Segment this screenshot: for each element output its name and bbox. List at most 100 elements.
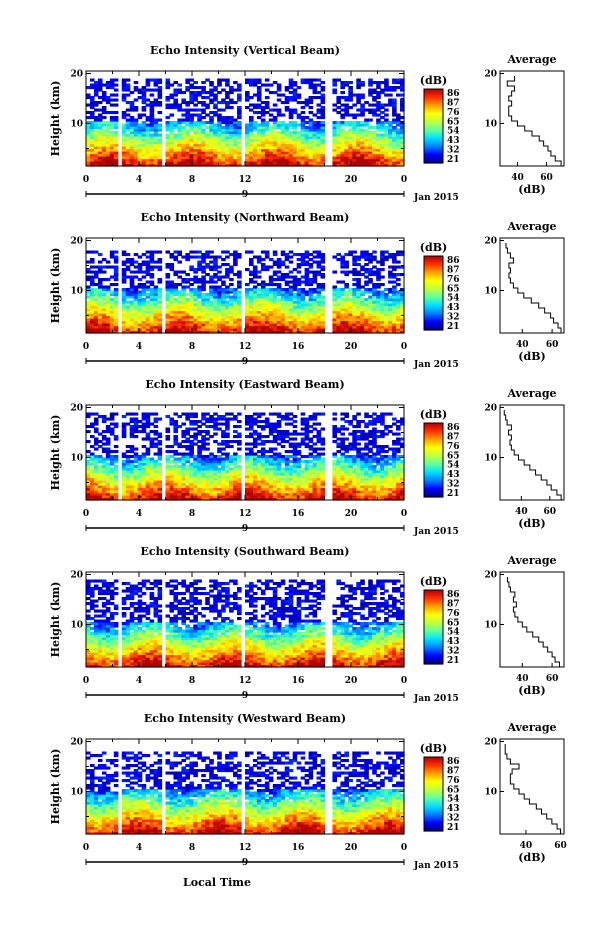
heatmap-cell — [138, 114, 143, 117]
profile-x-label: (dB) — [518, 350, 545, 363]
profile-x-tick-label: 40 — [516, 340, 529, 350]
heatmap-cell — [257, 104, 262, 107]
heatmap-cell — [150, 423, 155, 426]
heatmap-cell — [209, 256, 214, 259]
heatmap-cell — [90, 258, 95, 261]
heatmap-cell — [154, 119, 159, 122]
heatmap-cell — [166, 251, 171, 254]
heatmap-cell — [102, 430, 107, 433]
heatmap-cell — [98, 440, 103, 443]
heatmap-cell — [146, 99, 151, 102]
heatmap-cell — [233, 273, 238, 276]
heatmap-cell — [193, 413, 198, 416]
heatmap-cell — [102, 116, 107, 119]
heatmap-cell — [169, 418, 174, 421]
heatmap-cell — [177, 276, 182, 279]
x-tick-label: 4 — [136, 342, 142, 352]
heatmap-cell — [297, 101, 302, 104]
heatmap-cell — [217, 428, 222, 431]
heatmap-cell — [177, 291, 182, 294]
heatmap-cell — [94, 266, 99, 269]
heatmap-cell — [317, 251, 322, 254]
heatmap-cell — [313, 296, 318, 299]
x-tick-label: 16 — [292, 342, 305, 352]
heatmap-cell — [189, 251, 194, 254]
heatmap-cell — [90, 84, 95, 87]
heatmap-cell — [297, 263, 302, 266]
heatmap-cell — [384, 79, 389, 82]
colorbar-tick-label: 21 — [447, 155, 460, 165]
heatmap-cell — [142, 86, 147, 89]
heatmap-cell — [110, 298, 115, 301]
heatmap-cell — [321, 296, 326, 299]
heatmap-cell — [388, 94, 393, 97]
heatmap-cell — [289, 286, 294, 289]
heatmap-cell — [126, 101, 131, 104]
heatmap-cell — [166, 96, 171, 99]
heatmap-cell — [169, 460, 174, 463]
heatmap-cell — [142, 253, 147, 256]
heatmap-cell — [134, 106, 139, 109]
heatmap-cell — [340, 91, 345, 94]
heatmap-cell — [380, 134, 385, 137]
heatmap-cell — [138, 256, 143, 259]
heatmap-cell — [142, 298, 147, 301]
heatmap-cell — [177, 415, 182, 418]
heatmap-cell — [265, 84, 270, 87]
heatmap-cell — [197, 114, 202, 117]
heatmap-cell — [138, 425, 143, 428]
heatmap-cell — [98, 445, 103, 448]
heatmap-cell — [213, 433, 218, 436]
heatmap-cell — [106, 448, 111, 451]
heatmap-cell — [233, 101, 238, 104]
heatmap-cell — [146, 458, 151, 461]
heatmap-cell — [213, 94, 218, 97]
heatmap-cell — [185, 465, 190, 468]
heatmap-cell — [197, 430, 202, 433]
heatmap-cell — [158, 86, 163, 89]
heatmap-cell — [138, 455, 143, 458]
x-tick-label: 12 — [239, 175, 252, 185]
heatmap-cell — [217, 91, 222, 94]
heatmap-cell — [142, 283, 147, 286]
heatmap-cell — [229, 288, 234, 291]
heatmap-cell — [313, 288, 318, 291]
heatmap-cell — [154, 425, 159, 428]
heatmap-cell — [177, 271, 182, 274]
heatmap-cell — [166, 281, 171, 284]
heatmap-cell — [285, 86, 290, 89]
heatmap-cell — [356, 121, 361, 124]
heatmap-cell — [130, 418, 135, 421]
heatmap-cell — [368, 126, 373, 129]
heatmap-cell — [86, 301, 91, 304]
heatmap-cell — [229, 266, 234, 269]
heatmap-cell — [130, 460, 135, 463]
heatmap-cell — [380, 111, 385, 114]
heatmap-cell — [281, 94, 286, 97]
heatmap-cell — [277, 271, 282, 274]
heatmap-cell — [229, 296, 234, 299]
heatmap-cell — [130, 425, 135, 428]
heatmap-cell — [344, 81, 349, 84]
heatmap-cell — [376, 134, 381, 137]
heatmap-cell — [249, 278, 254, 281]
heatmap-cell — [229, 418, 234, 421]
heatmap-cell — [197, 425, 202, 428]
heatmap-cell — [380, 121, 385, 124]
heatmap-cell — [98, 114, 103, 117]
heatmap-cell — [225, 453, 230, 456]
x-tick-label: 0 — [83, 342, 89, 352]
heatmap-cell — [142, 261, 147, 264]
heatmap-cell — [122, 460, 127, 463]
heatmap-cell — [261, 106, 266, 109]
heatmap-cell — [368, 131, 373, 134]
heatmap-cell — [253, 79, 258, 82]
heatmap-cell — [245, 79, 250, 82]
heatmap-cell — [213, 455, 218, 458]
heatmap-cell — [368, 109, 373, 112]
heatmap-cell — [340, 121, 345, 124]
heatmap-cell — [352, 104, 357, 107]
heatmap-cell — [209, 111, 214, 114]
heatmap-cell — [150, 273, 155, 276]
heatmap-cell — [237, 465, 242, 468]
